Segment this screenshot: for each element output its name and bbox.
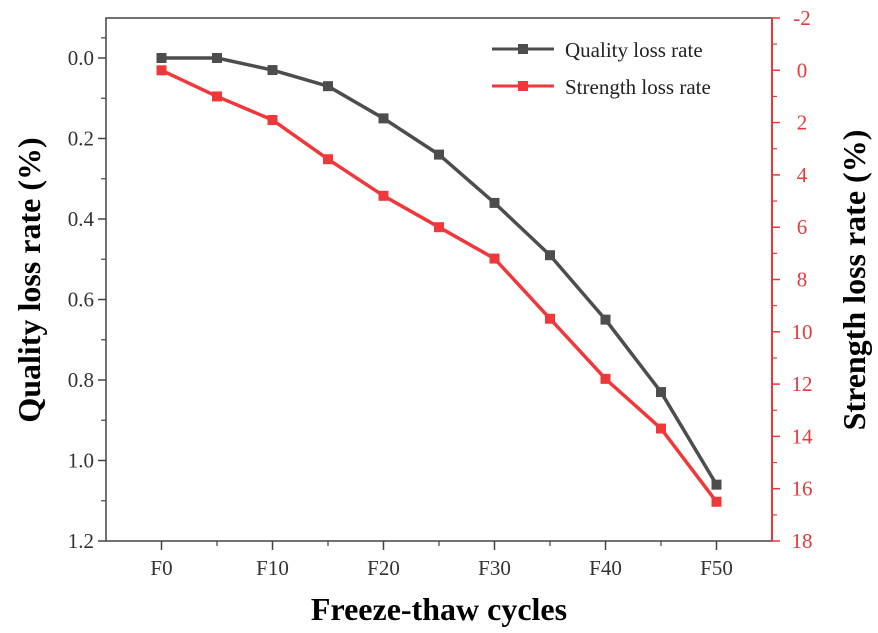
x-tick-label: F50 (700, 556, 733, 580)
right-y-tick-label: 2 (797, 111, 808, 135)
data-point-strength (434, 222, 444, 233)
right-y-tick-label: -2 (793, 6, 811, 30)
axes-layer: F0 F10 F20 F30 F40 F50 0.0 0.2 0.4 0.6 0.8 1.0 1.2 -2… (68, 6, 813, 580)
data-point-quality (323, 81, 333, 92)
x-axis-title: Freeze-thaw cycles (311, 591, 567, 627)
x-tick-label: F30 (478, 556, 511, 580)
data-point-quality (434, 149, 444, 160)
series-layer (156, 53, 722, 507)
left-y-tick-label: 0.0 (68, 46, 94, 70)
data-point-quality (711, 479, 722, 490)
legend-label-strength: Strength loss rate (565, 75, 711, 99)
data-point-quality (545, 250, 555, 261)
x-tick-label: F0 (150, 556, 172, 580)
right-y-tick-label: 10 (792, 320, 813, 344)
left-y-tick-label: 0.6 (68, 288, 94, 312)
left-y-tick-label: 0.8 (68, 368, 94, 392)
right-y-tick-label: 12 (792, 372, 813, 396)
data-point-quality (267, 65, 278, 76)
data-point-strength (600, 373, 611, 384)
legend-marker-quality (518, 44, 528, 54)
right-y-tick-label: 4 (797, 163, 808, 187)
right-y-tick-label: 8 (797, 268, 808, 292)
right-y-tick-label: 16 (792, 477, 813, 501)
data-point-quality (212, 53, 222, 63)
right-axis-title: Strength loss rate (%) (836, 130, 872, 431)
x-tick-label: F10 (256, 556, 289, 580)
data-point-strength (267, 114, 278, 125)
data-point-quality (156, 53, 167, 63)
data-point-strength (323, 154, 333, 165)
data-point-strength (156, 65, 167, 76)
data-point-strength (489, 253, 500, 264)
x-tick-label: F40 (589, 556, 622, 580)
series-line-strength (160, 68, 718, 503)
data-point-quality (489, 197, 500, 208)
left-axis-title: Quality loss rate (%) (11, 137, 47, 422)
right-y-tick-label: 14 (792, 424, 814, 448)
left-y-tick-label: 0.2 (68, 127, 94, 151)
right-y-tick-label: 0 (797, 58, 808, 82)
left-y-tick-label: 1.2 (68, 529, 94, 553)
data-point-quality (378, 113, 389, 124)
data-point-strength (711, 496, 722, 507)
legend: Quality loss rate Strength loss rate (492, 38, 711, 99)
data-point-quality (656, 387, 666, 398)
left-y-tick-label: 0.4 (68, 207, 95, 231)
data-point-strength (378, 190, 389, 201)
data-point-strength (212, 91, 222, 102)
right-y-tick-label: 6 (797, 215, 808, 239)
data-point-quality (600, 314, 611, 325)
x-tick-label: F20 (367, 556, 400, 580)
right-y-tick-label: 18 (792, 529, 813, 553)
data-point-strength (545, 313, 555, 324)
legend-label-quality: Quality loss rate (565, 38, 703, 62)
left-y-tick-label: 1.0 (68, 449, 94, 473)
legend-marker-strength (518, 81, 528, 91)
series-line-quality (161, 56, 719, 486)
data-point-strength (656, 423, 666, 434)
